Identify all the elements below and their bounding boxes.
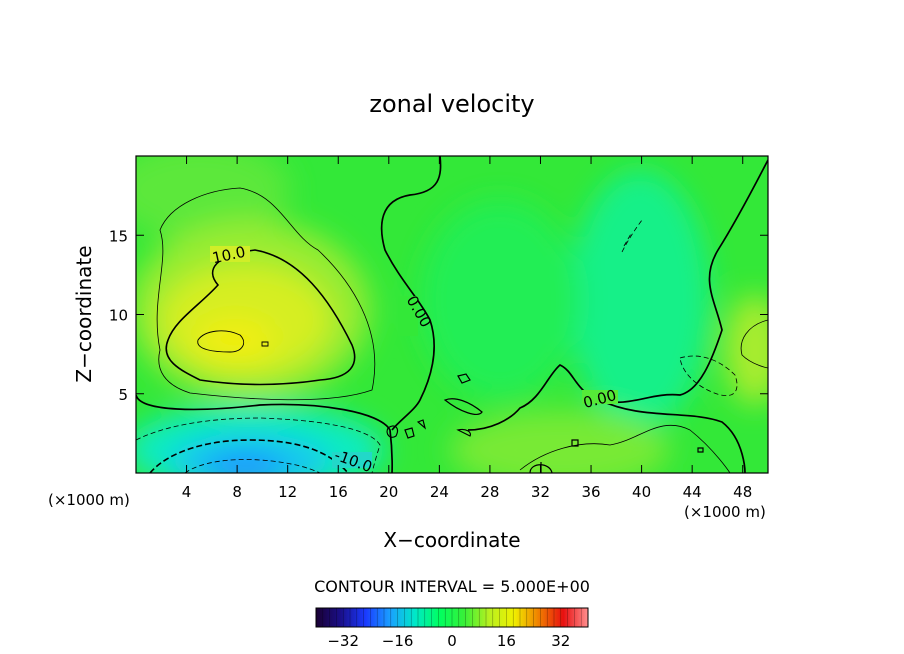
contour-neg5-upper-right [621,219,643,253]
x-tick-label: 28 [480,483,499,501]
y-tick-label: 10 [109,307,128,325]
x-axis-unit-left: (×1000 m) [48,491,130,509]
colorbar-tick-label: −32 [327,632,359,650]
x-tick-label: 16 [329,483,348,501]
x-tick-label: 20 [379,483,398,501]
x-tick-label: 24 [430,483,449,501]
colorbar-stripes [322,608,582,627]
x-tick-label: 4 [182,483,192,501]
colorbar-tick-label: 32 [551,632,570,650]
contour-neg10 [149,439,349,473]
contour-15-small [261,341,269,347]
x-ticks: 4 8 12 16 20 24 28 32 36 40 44 48 [182,156,752,501]
x-tick-label: 8 [232,483,242,501]
field-center-green [420,200,580,400]
velocity-field: 10.0 0.00 0.00 -10.0 [136,156,768,473]
field-positive-peak [195,318,275,362]
field-right-cyan-band [570,170,710,430]
colorbar-tick-label: 0 [447,632,457,650]
colorbar-tick-label: 16 [497,632,516,650]
x-tick-label: 40 [632,483,651,501]
contour-0 [136,156,442,473]
contour-0-small-loop [529,462,553,473]
y-ticks: 5 10 15 [109,227,768,404]
x-axis-unit-right: (×1000 m) [684,503,766,521]
field-negative-peak [205,454,285,473]
x-tick-label: 36 [581,483,600,501]
y-tick-label: 5 [118,386,128,404]
x-tick-label: 44 [683,483,702,501]
chart-title: zonal velocity [369,90,534,118]
contour-lines [136,156,768,473]
x-axis-label: X−coordinate [383,528,520,552]
colorbar-tick-label: −16 [382,632,414,650]
contour-5-outer [156,187,376,401]
contour-neg15 [184,459,321,473]
contour-5-right [740,319,768,369]
y-tick-label: 15 [109,227,128,245]
y-axis-label: Z−coordinate [72,245,96,382]
contour-0-bottom [599,399,746,473]
contour-10 [165,249,356,386]
contour-interval-label: CONTOUR INTERVAL = 5.000E+00 [314,577,590,596]
colorbar-ticks: −32 −16 0 16 32 [327,632,570,650]
contour-neg5-outer [136,417,381,473]
field-right-warm [725,295,768,405]
x-tick-label: 12 [278,483,297,501]
x-tick-label: 32 [531,483,550,501]
contour-0-lower [467,159,768,431]
contour-neg5-right [679,355,738,396]
contour-5-bottom [519,424,731,473]
field-upper-left-green [136,156,290,240]
contour-15 [197,330,244,353]
contour-small-blobs [386,373,704,453]
x-tick-label: 48 [733,483,752,501]
field-bottom-warm [450,410,670,473]
